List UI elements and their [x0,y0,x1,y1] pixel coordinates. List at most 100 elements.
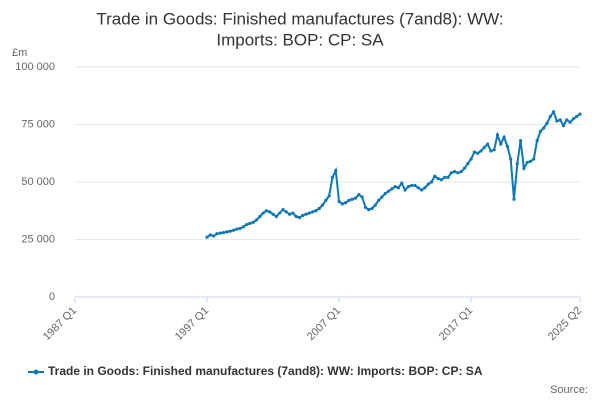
point [472,150,476,154]
point [205,235,209,239]
point [347,198,351,202]
point [344,201,348,205]
point [558,118,562,122]
point [396,186,401,190]
point [459,170,463,174]
point [542,126,546,130]
point [386,189,391,193]
point [390,187,394,191]
point [551,110,556,114]
point [571,117,575,121]
point [314,209,318,213]
point [505,144,509,148]
series-line [206,109,581,239]
point [525,160,529,165]
point [340,202,344,206]
point [413,183,417,188]
point [479,149,483,153]
point [238,226,242,231]
point [443,175,447,179]
point [439,178,443,182]
point [509,157,513,161]
point [268,210,272,214]
point [215,232,219,236]
point [565,118,569,122]
point [324,198,328,202]
point [271,212,275,216]
point [578,112,582,116]
point [363,205,368,209]
point [532,157,536,161]
point [528,159,533,163]
point [241,225,245,229]
point [301,213,305,217]
point [561,124,566,128]
point [400,181,404,185]
point [373,203,377,207]
x-tick-label: 2007 Q1 [305,305,343,343]
y-tick-label: 0 [49,291,55,303]
point [383,191,387,196]
chart-title: Trade in Goods: Finished manufactures (7… [96,9,503,28]
point [251,220,255,224]
point [489,149,493,153]
point [423,186,427,190]
y-tick-label: 50 000 [21,176,55,188]
point [360,195,364,199]
point [254,218,259,222]
point [278,211,282,215]
point [337,199,341,204]
point [456,171,460,175]
point [221,231,226,235]
point [416,186,420,190]
point [452,170,457,174]
legend-label: Trade in Goods: Finished manufactures (7… [48,364,483,378]
point [568,120,572,124]
y-tick-label: 100 000 [15,61,55,73]
point [548,114,552,119]
point [482,145,486,150]
point [261,211,265,215]
point [426,182,430,186]
point [330,175,335,179]
point [406,185,410,189]
point [281,208,285,212]
point [377,198,381,202]
point [393,185,397,189]
legend-marker [33,369,39,375]
point [311,210,315,214]
point [512,197,516,201]
point [264,209,269,213]
point [476,151,480,155]
point [248,221,252,225]
point [291,211,295,215]
point [334,168,338,173]
point [327,194,331,198]
point [522,166,526,170]
point [495,133,500,137]
point [449,171,453,175]
point [485,142,490,146]
point [317,206,321,211]
point [274,214,278,219]
point [212,234,216,238]
point [433,174,437,178]
source: Source: [550,384,588,396]
point [538,129,542,133]
x-tick-label: 2025 Q2 [546,305,584,343]
point [350,197,354,201]
point [231,228,236,232]
y-tick-label: 75 000 [21,118,55,130]
point [235,227,239,231]
point [353,196,358,200]
point [535,139,539,143]
point [320,203,325,207]
point [403,188,407,192]
point [515,162,519,166]
point [410,183,414,188]
x-tick-label: 1987 Q1 [41,305,79,343]
point [307,211,311,215]
point [370,206,374,211]
point [228,229,232,233]
